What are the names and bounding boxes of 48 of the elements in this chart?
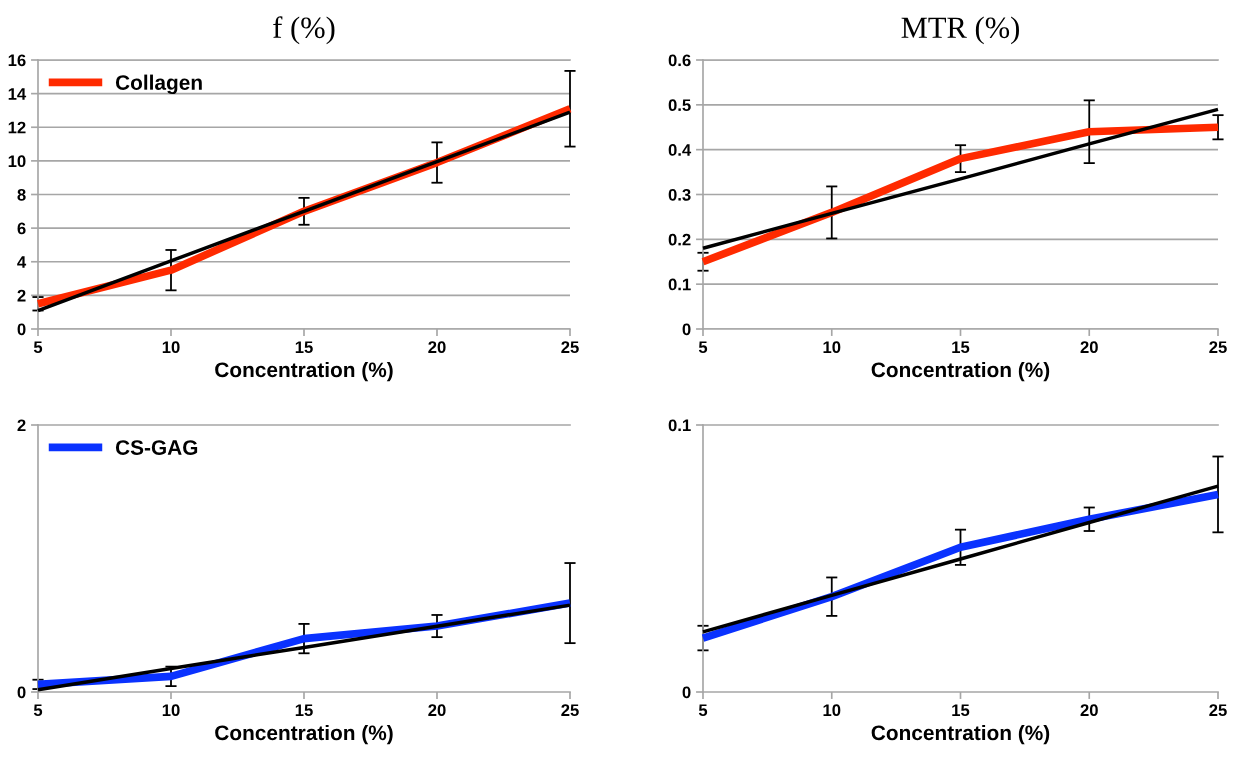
x-tick-label: 15 [952,341,970,354]
x-tick-label: 15 [295,341,313,354]
y-tick-label: 0 [17,323,26,336]
y-tick-label: 0.4 [668,144,692,156]
x-tick-label: 10 [823,704,841,717]
x-axis-title: Concentration (%) [215,361,393,382]
x-tick-label: 20 [428,704,446,717]
y-tick-label: 4 [17,256,27,268]
y-tick-label: 6 [17,222,26,235]
x-tick-label: 25 [1209,704,1227,717]
chart-title: MTR (%) [901,16,1019,45]
y-tick-label: 0.3 [668,188,691,201]
x-tick-label: 10 [162,704,180,717]
y-tick-label: 0.2 [668,233,691,246]
x-tick-label: 5 [698,704,708,717]
y-tick-label: 0.5 [668,99,691,112]
y-tick-label: 2 [17,289,26,302]
x-tick-label: 25 [561,704,579,717]
y-tick-label: 0 [682,686,691,699]
y-tick-label: 12 [8,121,26,134]
legend-label: CS-GAG [115,440,198,455]
x-tick-label: 10 [823,341,841,354]
legend-label: Collagen [115,74,202,95]
x-axis-title: Concentration (%) [215,724,393,745]
y-tick-label: 10 [8,155,26,168]
y-tick-label: 16 [8,54,26,67]
x-axis-title: Concentration (%) [871,724,1050,745]
y-tick-label: 0 [17,686,26,699]
y-tick-label: 0 [682,323,691,336]
y-tick-label: 0.1 [668,278,691,291]
y-tick-label: 14 [8,88,27,100]
y-tick-label: 2 [17,419,26,432]
x-tick-label: 20 [1080,341,1098,354]
x-tick-label: 20 [428,341,446,354]
y-tick-label: 8 [17,188,26,201]
x-tick-label: 25 [1209,341,1227,354]
x-tick-label: 10 [162,341,180,354]
x-axis-title: Concentration (%) [871,361,1050,382]
x-tick-label: 20 [1080,704,1098,717]
x-tick-label: 25 [561,341,579,354]
y-tick-label: 0.1 [668,419,691,432]
x-tick-label: 5 [698,341,708,354]
y-tick-label: 0.6 [668,54,691,67]
x-tick-label: 5 [33,341,43,354]
x-tick-label: 15 [295,704,313,717]
x-tick-label: 5 [33,704,43,717]
x-tick-label: 15 [952,704,970,717]
chart-title: f (%) [273,16,335,45]
